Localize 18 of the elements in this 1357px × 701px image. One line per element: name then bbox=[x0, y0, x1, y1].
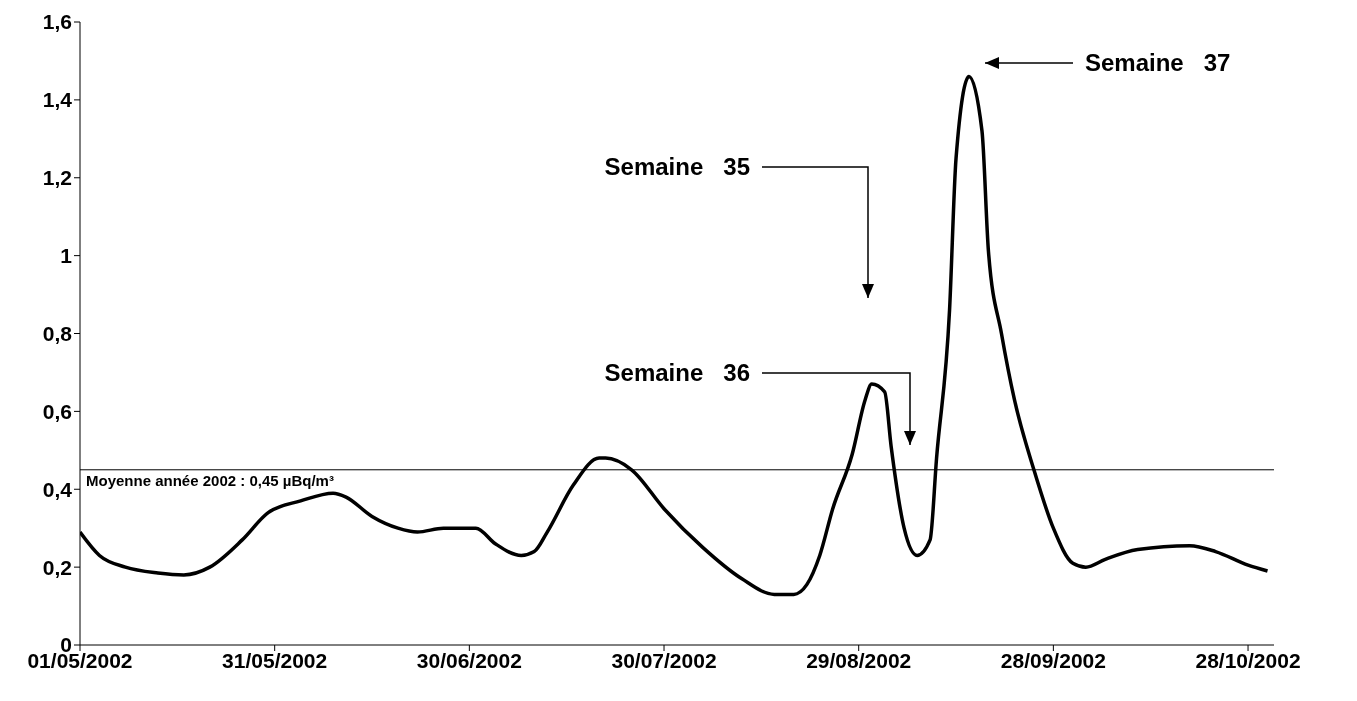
x-tick-label: 29/08/2002 bbox=[806, 648, 912, 672]
x-tick-label: 30/07/2002 bbox=[611, 648, 717, 672]
y-tick-label: 1,2 bbox=[42, 166, 72, 190]
y-tick-label: 1 bbox=[60, 244, 73, 268]
x-tick-label: 31/05/2002 bbox=[222, 648, 328, 672]
annotation: Semaine 35 bbox=[604, 153, 750, 181]
y-tick-label: 1,6 bbox=[42, 10, 72, 34]
x-tick-label: 28/09/2002 bbox=[1000, 648, 1106, 672]
annotation: Semaine 36 bbox=[604, 359, 750, 387]
annotation: Semaine 37 bbox=[1085, 49, 1231, 77]
y-tick-label: 0,4 bbox=[42, 477, 73, 501]
x-tick-label: 30/06/2002 bbox=[416, 648, 522, 672]
y-tick-label: 1,4 bbox=[42, 88, 73, 112]
ref-line-label: Moyenne année 2002 : 0,45 µBq/m³ bbox=[86, 472, 334, 490]
y-tick-label: 0,8 bbox=[42, 321, 73, 345]
y-tick-label: 0,6 bbox=[42, 399, 72, 423]
x-tick-label: 28/10/2002 bbox=[1195, 648, 1301, 672]
y-tick-label: 0,2 bbox=[42, 555, 72, 579]
